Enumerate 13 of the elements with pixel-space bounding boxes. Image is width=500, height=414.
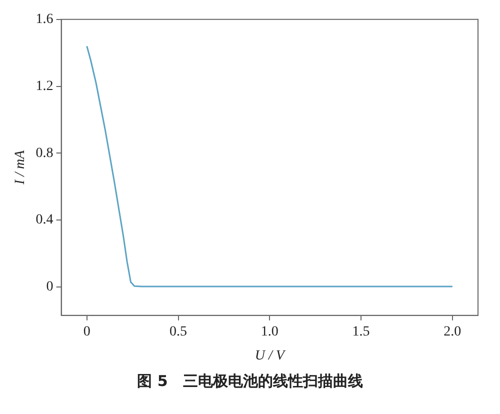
- y-tick-label: 1.6: [36, 12, 54, 28]
- x-tick-label: 1.5: [352, 324, 370, 340]
- text: 图 5 三电极电池的线性扫描曲线: [136, 372, 364, 391]
- x-tick-label: 1.0: [260, 324, 278, 340]
- y-tick-label: 0.8: [36, 146, 54, 161]
- x-tick-label: 2.0: [444, 324, 462, 340]
- y-tick-label: 1.2: [36, 78, 54, 94]
- y-tick-label: 0.4: [36, 212, 54, 228]
- y-tick-label: 0: [46, 280, 54, 295]
- x-tick-label: 0: [83, 324, 90, 340]
- x-tick-label: 0.5: [170, 324, 188, 340]
- x-axis-title: U / V: [254, 348, 286, 364]
- y-axis-title: I / mA: [13, 150, 28, 186]
